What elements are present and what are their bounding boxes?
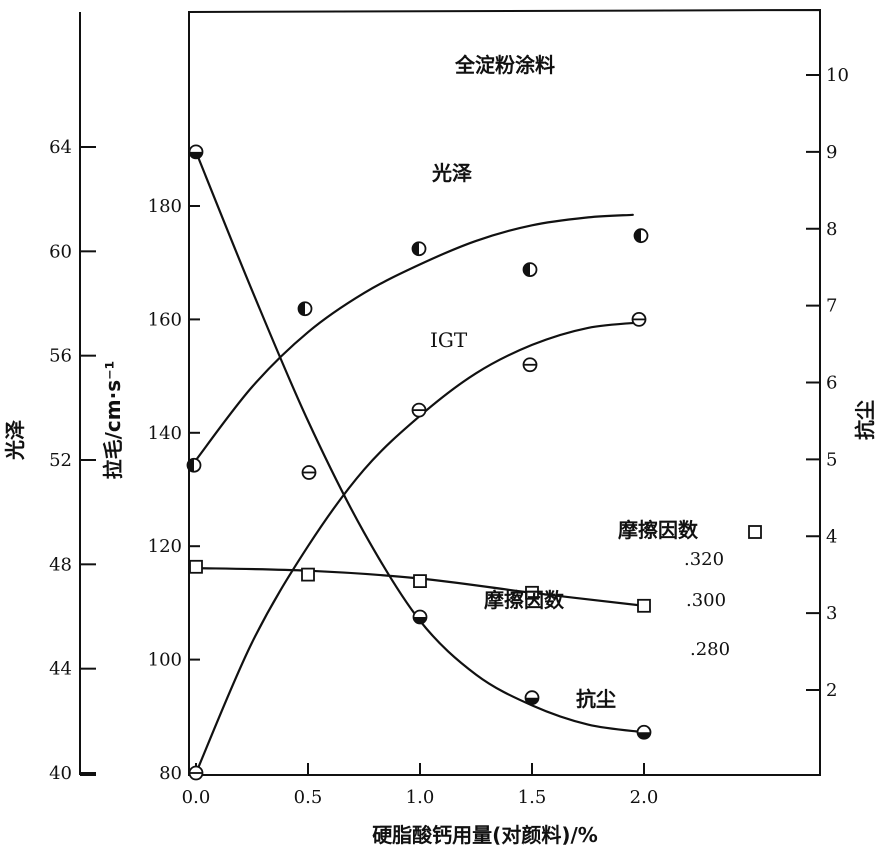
dust-tick-label: 7	[826, 296, 837, 317]
pick-tick-label: 100	[148, 650, 182, 671]
series-markers	[186, 144, 652, 781]
dust-tick-label: 8	[826, 219, 837, 240]
gloss-tick-label: 60	[49, 241, 72, 262]
igt-point	[301, 465, 317, 480]
chart-title: 全淀粉涂料	[454, 53, 555, 77]
x-tick-label: 0.5	[294, 787, 323, 808]
igt-curve	[194, 321, 646, 775]
dust-tick-label: 2	[826, 680, 837, 701]
gloss-tick-label: 48	[49, 554, 72, 575]
series-label-igt: IGT	[430, 328, 468, 352]
pick-axis-label: 拉毛/cm·s⁻¹	[101, 361, 125, 480]
plot-frame	[188, 8, 821, 776]
gloss-point	[411, 241, 427, 257]
pick-tick-label: 120	[148, 536, 182, 557]
igt-point	[411, 402, 427, 418]
x-tick-label: 1.0	[406, 787, 435, 808]
pick-tick-label: 160	[148, 309, 182, 330]
dust-curve	[194, 150, 646, 734]
x-tick-label: 1.5	[518, 787, 547, 808]
pick-tick-label: 80	[159, 763, 182, 784]
igt-point	[188, 765, 204, 781]
dust-tick-label: 9	[826, 142, 837, 163]
igt-point	[631, 311, 647, 327]
friction-point	[413, 574, 427, 588]
pick-tick-label: 140	[148, 423, 182, 444]
series-label-gloss: 光泽	[431, 161, 472, 185]
gloss-point	[633, 228, 649, 244]
friction-tick-label-280: .280	[690, 639, 730, 660]
dust-point	[636, 724, 652, 740]
gloss-axis-label: 光泽	[3, 420, 27, 461]
pick-tick-label: 180	[148, 196, 182, 217]
x-tick-label: 2.0	[630, 787, 659, 808]
friction-point	[525, 585, 539, 600]
gloss-tick-label: 56	[49, 346, 72, 367]
dust-point	[524, 690, 540, 706]
series-label-dust: 抗尘	[576, 687, 616, 711]
dust-tick-label: 10	[826, 65, 849, 86]
dust-tick-label: 3	[826, 603, 837, 624]
dust-point	[188, 144, 204, 160]
igt-point	[522, 357, 538, 373]
legend-friction-marker	[748, 525, 762, 539]
plot-border	[188, 8, 821, 776]
gloss-tick-label: 52	[49, 450, 72, 471]
friction-point	[189, 559, 203, 574]
friction-point	[637, 598, 651, 613]
series-label-friction: 摩擦因数	[484, 588, 565, 612]
legend-friction-label: 摩擦因数	[618, 518, 699, 542]
gloss-tick-label: 64	[49, 137, 72, 158]
gloss-point	[297, 301, 313, 317]
dust-tick-label: 4	[826, 526, 837, 547]
friction-point	[301, 567, 315, 582]
gloss-curve	[194, 213, 634, 462]
gloss-point	[186, 457, 202, 473]
dust-tick-label: 6	[826, 373, 837, 394]
friction-tick-label-320: .320	[684, 549, 724, 570]
gloss-tick-label: 44	[49, 659, 72, 680]
gloss-point	[522, 262, 538, 277]
axes: 4044485256606480100120140160180234567891…	[49, 12, 849, 808]
dust-axis-label: 抗尘	[853, 400, 877, 440]
x-tick-label: 0.0	[182, 787, 211, 808]
x-axis-label: 硬脂酸钙用量(对颜料)/%	[372, 823, 598, 847]
dust-tick-label: 5	[826, 449, 837, 470]
dust-point	[412, 609, 428, 625]
friction-tick-label-300: .300	[686, 590, 726, 611]
gloss-tick-label: 40	[49, 763, 72, 784]
